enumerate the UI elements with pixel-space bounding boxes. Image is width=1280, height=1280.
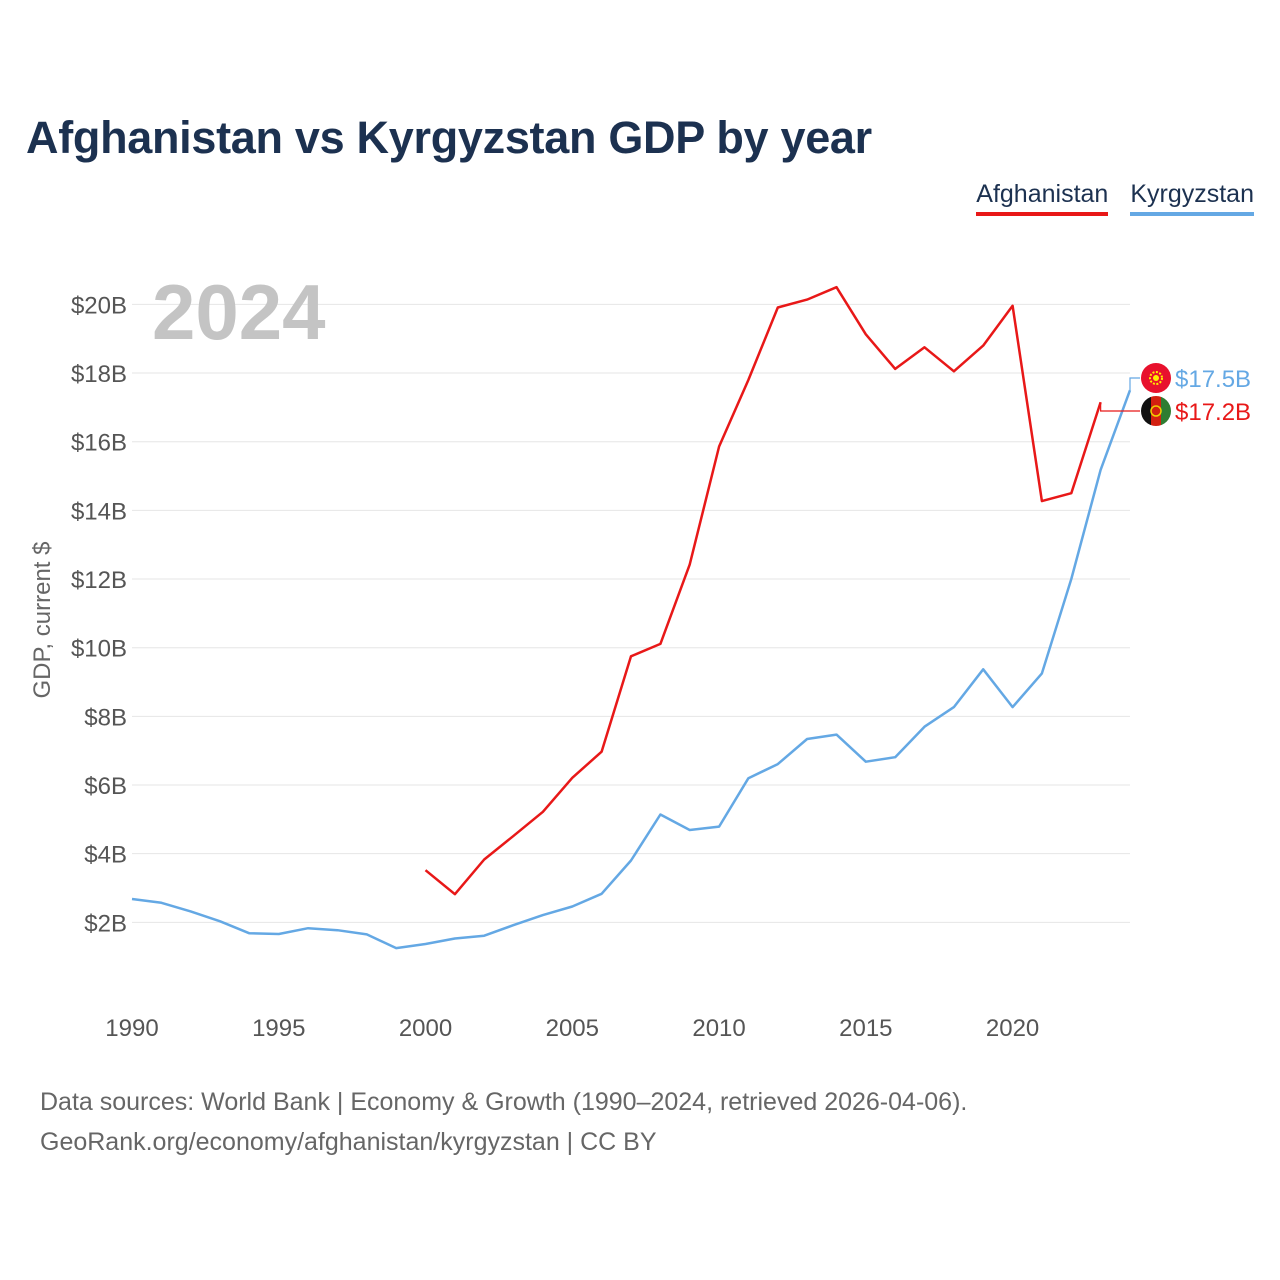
flag-emblem xyxy=(1150,405,1162,417)
series-line-kyrgyzstan xyxy=(131,389,1132,950)
y-tick-label: $4B xyxy=(84,842,127,869)
x-tick-label: 2015 xyxy=(839,1015,892,1042)
x-tick-label: 2005 xyxy=(546,1015,599,1042)
series-line-afghanistan xyxy=(424,285,1102,896)
y-tick-label: $16B xyxy=(71,430,127,457)
legend: Afghanistan Kyrgyzstan xyxy=(976,180,1254,216)
x-tick-label: 2020 xyxy=(986,1015,1039,1042)
legend-item-kyrgyzstan[interactable]: Kyrgyzstan xyxy=(1130,180,1254,216)
end-label-connector xyxy=(1100,402,1140,412)
source-link[interactable]: GeoRank.org/economy/afghanistan/kyrgyzst… xyxy=(40,1128,657,1156)
flag-sun-core xyxy=(1153,375,1159,381)
y-tick-label: $18B xyxy=(71,361,127,388)
x-tick-label: 2000 xyxy=(399,1015,452,1042)
page-title: Afghanistan vs Kyrgyzstan GDP by year xyxy=(26,112,872,163)
y-tick-label: $8B xyxy=(84,704,127,731)
flag-stripe-red xyxy=(1151,396,1161,426)
x-tick-label: 1995 xyxy=(252,1015,305,1042)
y-tick-label: $2B xyxy=(84,910,127,937)
y-axis-label: GDP, current $ xyxy=(29,542,56,699)
legend-item-afghanistan[interactable]: Afghanistan xyxy=(976,180,1109,216)
y-tick-label: $6B xyxy=(84,773,127,800)
y-tick-label: $12B xyxy=(71,567,127,594)
end-label-connector xyxy=(1129,377,1140,391)
gdp-line-chart: $2B $4B $6B $8B $10B $12B $14B $16B $18B $20B 1990… xyxy=(29,268,1251,1042)
end-value-label: $17.5B xyxy=(1175,366,1251,393)
x-tick-label: 1990 xyxy=(105,1015,158,1042)
end-value-label: $17.2B xyxy=(1175,399,1251,426)
x-tick-label: 2010 xyxy=(692,1015,745,1042)
y-tick-label: $20B xyxy=(71,292,127,319)
flag-stripe-black xyxy=(1141,396,1151,426)
y-tick-label: $14B xyxy=(71,498,127,525)
afghanistan-flag-icon xyxy=(1141,396,1171,426)
flag-stripe-green xyxy=(1161,396,1171,426)
year-label: 2024 xyxy=(152,268,326,356)
data-sources-text: Data sources: World Bank | Economy & Gro… xyxy=(40,1088,968,1116)
kyrgyzstan-flag-icon xyxy=(1141,363,1171,393)
footer: Data sources: World Bank | Economy & Gro… xyxy=(40,1082,967,1162)
flag-stripes xyxy=(1141,396,1171,426)
flag-sun xyxy=(1149,371,1163,385)
y-tick-label: $10B xyxy=(71,636,127,663)
